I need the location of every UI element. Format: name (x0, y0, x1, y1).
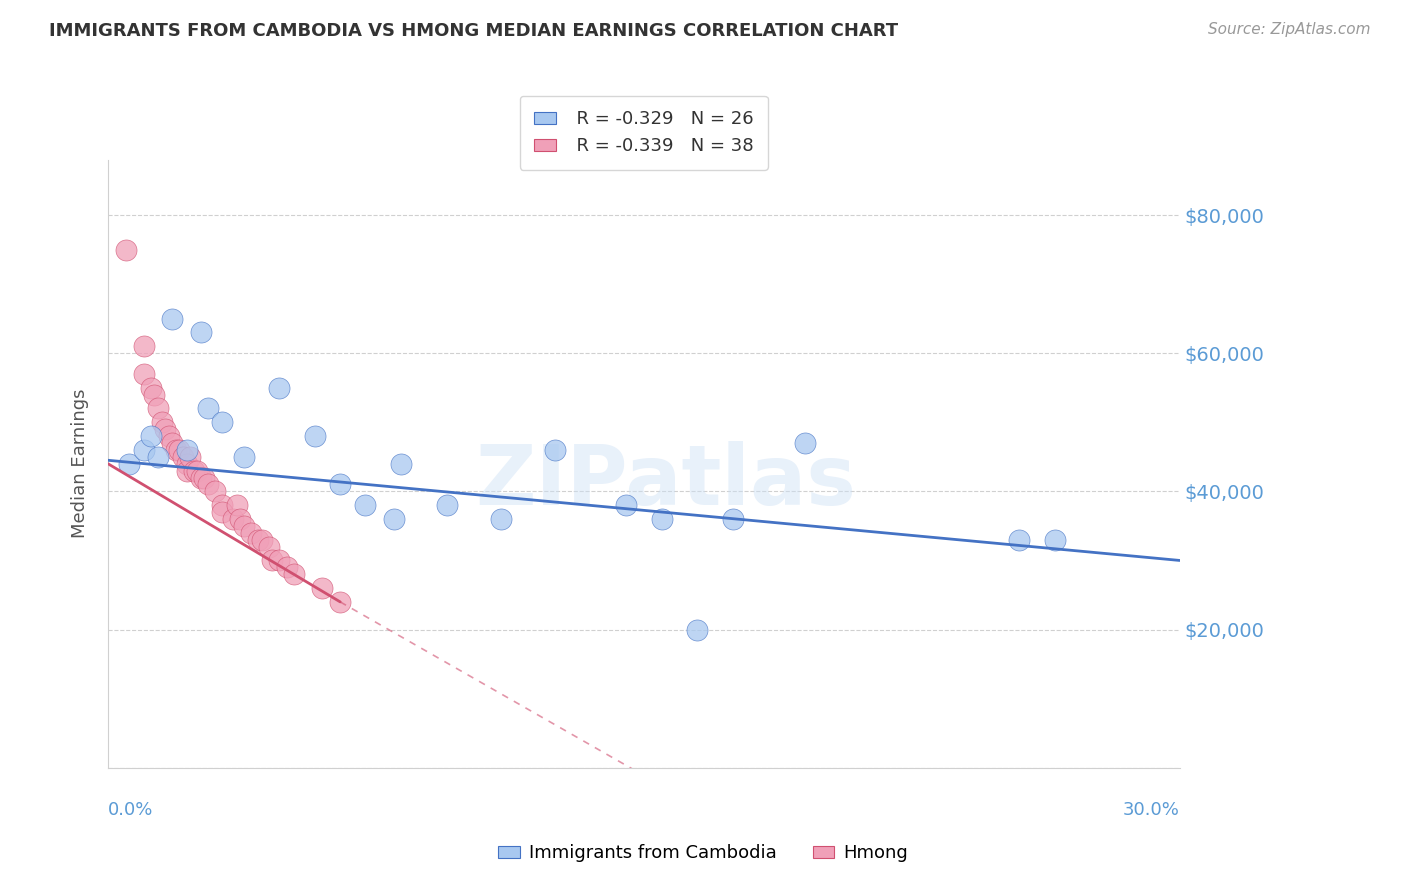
Point (132, 442, 155, 457)
Legend:   R = -0.329   N = 26,   R = -0.339   N = 38: R = -0.329 N = 26, R = -0.339 N = 38 (520, 95, 768, 169)
Point (614, 498, 637, 512)
Point (132, 367, 155, 381)
Point (721, 512, 744, 526)
Point (115, 243, 138, 257)
Point (239, 525, 262, 540)
Point (162, 311, 184, 326)
Point (162, 436, 184, 450)
Point (153, 422, 176, 436)
Point (1043, 533, 1066, 547)
Point (193, 470, 215, 484)
Point (157, 429, 180, 443)
Text: IMMIGRANTS FROM CAMBODIA VS HMONG MEDIAN EARNINGS CORRELATION CHART: IMMIGRANTS FROM CAMBODIA VS HMONG MEDIAN… (49, 22, 898, 40)
Point (211, 505, 233, 519)
Point (186, 464, 208, 478)
Point (225, 498, 247, 512)
Point (489, 512, 512, 526)
Point (211, 415, 233, 429)
Point (389, 457, 412, 471)
Point (139, 381, 162, 395)
Point (150, 415, 173, 429)
Point (165, 442, 187, 457)
Point (262, 553, 284, 567)
Point (222, 512, 245, 526)
Point (204, 484, 226, 499)
Point (232, 519, 254, 533)
Point (436, 498, 458, 512)
Point (229, 512, 252, 526)
Point (232, 450, 254, 464)
Point (146, 401, 169, 416)
Point (197, 401, 219, 416)
Point (269, 553, 291, 567)
Text: 30.0%: 30.0% (1123, 801, 1180, 819)
Point (176, 457, 198, 471)
Point (146, 450, 169, 464)
Legend: Immigrants from Cambodia, Hmong: Immigrants from Cambodia, Hmong (491, 838, 915, 870)
Text: 0.0%: 0.0% (108, 801, 153, 819)
Point (250, 533, 273, 547)
Point (329, 595, 352, 609)
Point (304, 429, 326, 443)
Point (269, 381, 291, 395)
Text: Source: ZipAtlas.com: Source: ZipAtlas.com (1208, 22, 1371, 37)
Point (176, 464, 198, 478)
Point (257, 540, 280, 554)
Point (543, 442, 565, 457)
Point (354, 498, 377, 512)
Point (132, 339, 155, 353)
Y-axis label: Median Earnings: Median Earnings (72, 389, 89, 539)
Point (382, 512, 405, 526)
Point (311, 581, 333, 595)
Point (651, 512, 673, 526)
Point (118, 457, 141, 471)
Point (139, 429, 162, 443)
Point (197, 477, 219, 491)
Point (793, 436, 815, 450)
Point (247, 533, 270, 547)
Point (1008, 533, 1031, 547)
Point (183, 464, 205, 478)
Point (176, 442, 198, 457)
Point (283, 567, 305, 582)
Point (179, 450, 201, 464)
Point (190, 470, 212, 484)
Point (276, 560, 298, 574)
Point (686, 623, 709, 637)
Point (190, 326, 212, 340)
Point (211, 498, 233, 512)
Point (143, 387, 166, 401)
Point (329, 477, 352, 491)
Point (172, 450, 194, 464)
Point (169, 442, 191, 457)
Text: ZIPatlas: ZIPatlas (475, 442, 856, 523)
